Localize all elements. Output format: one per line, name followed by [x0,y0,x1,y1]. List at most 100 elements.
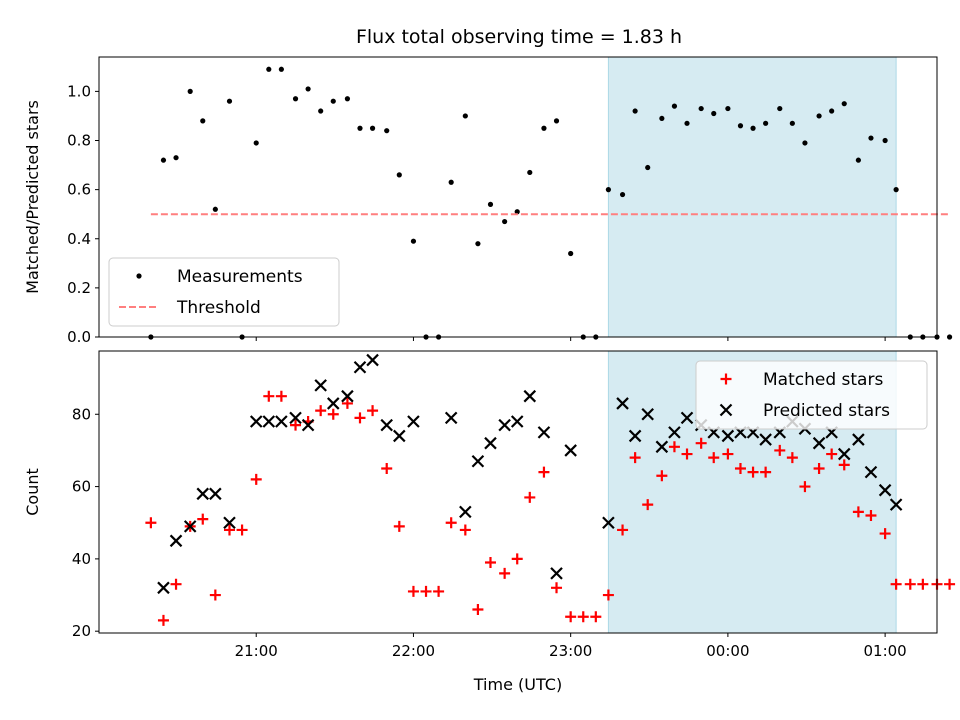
matched-point [209,589,221,601]
measurement-point [789,120,795,126]
measurement-point [502,218,508,225]
predicted-point [852,433,865,446]
y-axis-label: Count [23,468,42,516]
predicted-point [393,429,406,443]
matched-point [879,528,891,540]
measurement-point [384,128,390,134]
measurement-point [200,118,206,124]
predicted-point [223,516,236,530]
y-tick-label: 1.0 [67,82,91,100]
measurement-point [553,118,560,124]
x-tick-label: 22:00 [392,642,435,660]
y-tick-label: 0.2 [67,279,91,297]
legend-marker [720,373,732,385]
measurement-point [173,155,179,161]
matched-point [275,390,287,402]
predicted-point [353,360,367,374]
predicted-point [864,465,878,479]
measurement-point [568,250,574,257]
predicted-point [314,379,327,392]
y-tick-label: 60 [72,478,91,496]
measurement-point [160,157,167,163]
measurement-point [750,125,756,131]
matched-point [445,517,457,529]
matched-point [747,466,759,478]
matched-point [472,604,484,615]
matched-point [170,578,182,590]
matched-point [813,463,825,474]
x-tick-label: 01:00 [863,642,906,660]
legend-box [695,360,928,430]
predicted-point [209,487,222,501]
measurement-point [671,103,678,109]
matched-point [656,470,668,482]
measurement-point [487,201,494,207]
y-tick-label: 0.8 [67,132,91,150]
matched-point [511,553,523,565]
series-measurements [148,66,953,340]
matched-point [484,557,496,568]
legend: Measurements Threshold [108,257,340,327]
matched-point [760,466,772,478]
matched-point [367,405,379,417]
predicted-point [616,397,629,410]
matched-point [393,520,405,532]
matched-point [890,578,902,590]
measurement-point [278,66,284,72]
measurement-point [816,113,822,119]
legend-label: Threshold [176,298,261,318]
x-tick-label: 23:00 [549,642,592,660]
y-tick-label: 20 [72,622,91,640]
measurement-point [855,157,861,163]
predicted-point [326,397,340,410]
measurement-point [659,115,665,122]
matched-point [250,473,262,485]
matched-point [433,585,445,597]
series-matched-stars [145,390,956,626]
matched-point [695,437,707,449]
matched-point [341,397,353,409]
predicted-point [523,389,537,403]
matched-point [459,524,471,536]
predicted-point [444,411,458,425]
measurement-point [605,187,612,193]
predicted-point [366,353,379,367]
matched-point [524,491,536,503]
matched-point [774,444,786,456]
matched-point [838,459,850,471]
y-axis-label: Matched/Predicted stars [23,100,42,294]
y-tick-label: 40 [72,550,91,568]
predicted-point [837,447,851,461]
measurement-point [448,179,454,185]
matched-point [565,611,577,623]
matched-point [145,517,157,529]
matched-point [315,405,327,417]
predicted-point [812,436,826,450]
matched-point [327,408,339,420]
predicted-point [407,415,420,428]
matched-point [381,463,393,474]
measurement-point [725,105,731,112]
predicted-point [550,567,563,580]
matched-point [944,578,956,590]
matched-point [668,441,680,453]
matched-point [734,463,746,474]
measurement-point [684,120,690,126]
matched-point [917,578,929,590]
measurement-point [369,125,376,131]
matched-point [722,448,734,460]
matched-point [799,481,811,493]
measurement-point [632,108,638,114]
matched-point [354,412,366,424]
predicted-point [721,429,735,443]
matched-point [865,510,877,521]
legend-label: Predicted stars [763,401,890,421]
measurement-point [475,241,481,247]
matched-point [499,567,511,579]
legend-label: Measurements [177,267,303,287]
measurement-point [396,172,402,178]
measurement-point [266,66,272,72]
matched-point [852,506,864,518]
predicted-point [262,415,276,428]
predicted-point [169,534,183,548]
